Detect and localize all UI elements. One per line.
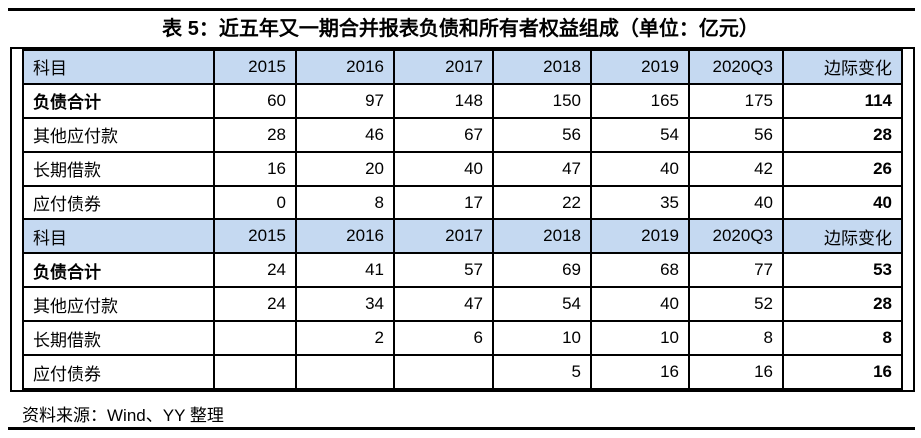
value-cell: 175 <box>688 82 784 119</box>
value-cell: 42 <box>688 150 784 187</box>
value-cell: 28 <box>782 116 903 153</box>
value-cell: 24 <box>213 252 297 289</box>
value-cell: 17 <box>393 184 494 221</box>
value-cell: 8 <box>295 184 395 221</box>
row-label: 其他应付款 <box>22 116 215 153</box>
table-row: 其他应付款 24 34 47 54 40 52 28 <box>22 286 903 323</box>
column-header: 2017 <box>393 49 494 85</box>
table-header-row: 科目 2015 2016 2017 2018 2019 2020Q3 边际变化 <box>22 49 903 85</box>
row-label: 其他应付款 <box>22 286 215 323</box>
table-frame: 科目 2015 2016 2017 2018 2019 2020Q3 边际变化 负债合计 60 97… <box>10 47 915 392</box>
column-header: 2018 <box>492 49 592 85</box>
value-cell: 40 <box>688 184 784 221</box>
value-cell: 35 <box>590 184 690 221</box>
column-header: 2019 <box>590 49 690 85</box>
value-cell <box>393 354 494 390</box>
row-label: 应付债券 <box>22 354 215 390</box>
value-cell: 40 <box>590 150 690 187</box>
value-cell: 47 <box>492 150 592 187</box>
value-cell: 16 <box>213 150 297 187</box>
column-header: 2015 <box>213 218 297 255</box>
row-label: 负债合计 <box>22 252 215 289</box>
value-cell: 16 <box>782 354 903 390</box>
value-cell: 67 <box>393 116 494 153</box>
value-cell: 28 <box>782 286 903 323</box>
value-cell: 77 <box>688 252 784 289</box>
value-cell: 0 <box>213 184 297 221</box>
row-label: 负债合计 <box>22 82 215 119</box>
top-rule <box>8 8 915 11</box>
value-cell: 56 <box>688 116 784 153</box>
value-cell: 54 <box>590 116 690 153</box>
value-cell: 57 <box>393 252 494 289</box>
value-cell: 40 <box>782 184 903 221</box>
value-cell <box>295 354 395 390</box>
value-cell <box>213 354 297 390</box>
value-cell: 20 <box>295 150 395 187</box>
value-cell: 28 <box>213 116 297 153</box>
source-note: 资料来源：Wind、YY 整理 <box>22 406 224 425</box>
table-row: 长期借款 2 6 10 10 8 8 <box>22 320 903 357</box>
column-header: 2016 <box>295 218 395 255</box>
table-row: 长期借款 16 20 40 47 40 42 26 <box>22 150 903 187</box>
value-cell: 47 <box>393 286 494 323</box>
column-header: 边际变化 <box>782 218 903 255</box>
column-header: 2017 <box>393 218 494 255</box>
value-cell: 97 <box>295 82 395 119</box>
value-cell: 150 <box>492 82 592 119</box>
value-cell: 5 <box>492 354 592 390</box>
table-header-row: 科目 2015 2016 2017 2018 2019 2020Q3 边际变化 <box>22 218 903 255</box>
value-cell: 40 <box>393 150 494 187</box>
column-header-subject: 科目 <box>22 218 215 255</box>
value-cell: 24 <box>213 286 297 323</box>
value-cell: 6 <box>393 320 494 357</box>
value-cell: 114 <box>782 82 903 119</box>
table-row: 其他应付款 28 46 67 56 54 56 28 <box>22 116 903 153</box>
value-cell: 2 <box>295 320 395 357</box>
value-cell <box>213 320 297 357</box>
value-cell: 46 <box>295 116 395 153</box>
value-cell: 34 <box>295 286 395 323</box>
value-cell: 68 <box>590 252 690 289</box>
value-cell: 60 <box>213 82 297 119</box>
value-cell: 8 <box>782 320 903 357</box>
row-label: 长期借款 <box>22 150 215 187</box>
column-header-subject: 科目 <box>22 49 215 85</box>
column-header: 2015 <box>213 49 297 85</box>
value-cell: 54 <box>492 286 592 323</box>
report-table: 科目 2015 2016 2017 2018 2019 2020Q3 边际变化 负债合计 60 97… <box>22 49 903 390</box>
value-cell: 22 <box>492 184 592 221</box>
table-row: 负债合计 24 41 57 69 68 77 53 <box>22 252 903 289</box>
value-cell: 8 <box>688 320 784 357</box>
row-label: 长期借款 <box>22 320 215 357</box>
value-cell: 148 <box>393 82 494 119</box>
value-cell: 40 <box>590 286 690 323</box>
value-cell: 69 <box>492 252 592 289</box>
value-cell: 165 <box>590 82 690 119</box>
value-cell: 52 <box>688 286 784 323</box>
value-cell: 26 <box>782 150 903 187</box>
column-header: 边际变化 <box>782 49 903 85</box>
value-cell: 10 <box>590 320 690 357</box>
column-header: 2020Q3 <box>688 49 784 85</box>
bottom-rule <box>8 427 915 430</box>
column-header: 2019 <box>590 218 690 255</box>
value-cell: 41 <box>295 252 395 289</box>
value-cell: 10 <box>492 320 592 357</box>
value-cell: 16 <box>590 354 690 390</box>
table-title: 表 5：近五年又一期合并报表负债和所有者权益组成（单位：亿元） <box>162 18 759 40</box>
value-cell: 53 <box>782 252 903 289</box>
column-header: 2018 <box>492 218 592 255</box>
value-cell: 56 <box>492 116 592 153</box>
table-row: 应付债券 5 16 16 16 <box>22 354 903 390</box>
table-row: 应付债券 0 8 17 22 35 40 40 <box>22 184 903 221</box>
column-header: 2016 <box>295 49 395 85</box>
value-cell: 16 <box>688 354 784 390</box>
table-row: 负债合计 60 97 148 150 165 175 114 <box>22 82 903 119</box>
row-label: 应付债券 <box>22 184 215 221</box>
column-header: 2020Q3 <box>688 218 784 255</box>
table-body: 科目 2015 2016 2017 2018 2019 2020Q3 边际变化 负债合计 60 97… <box>22 49 903 390</box>
